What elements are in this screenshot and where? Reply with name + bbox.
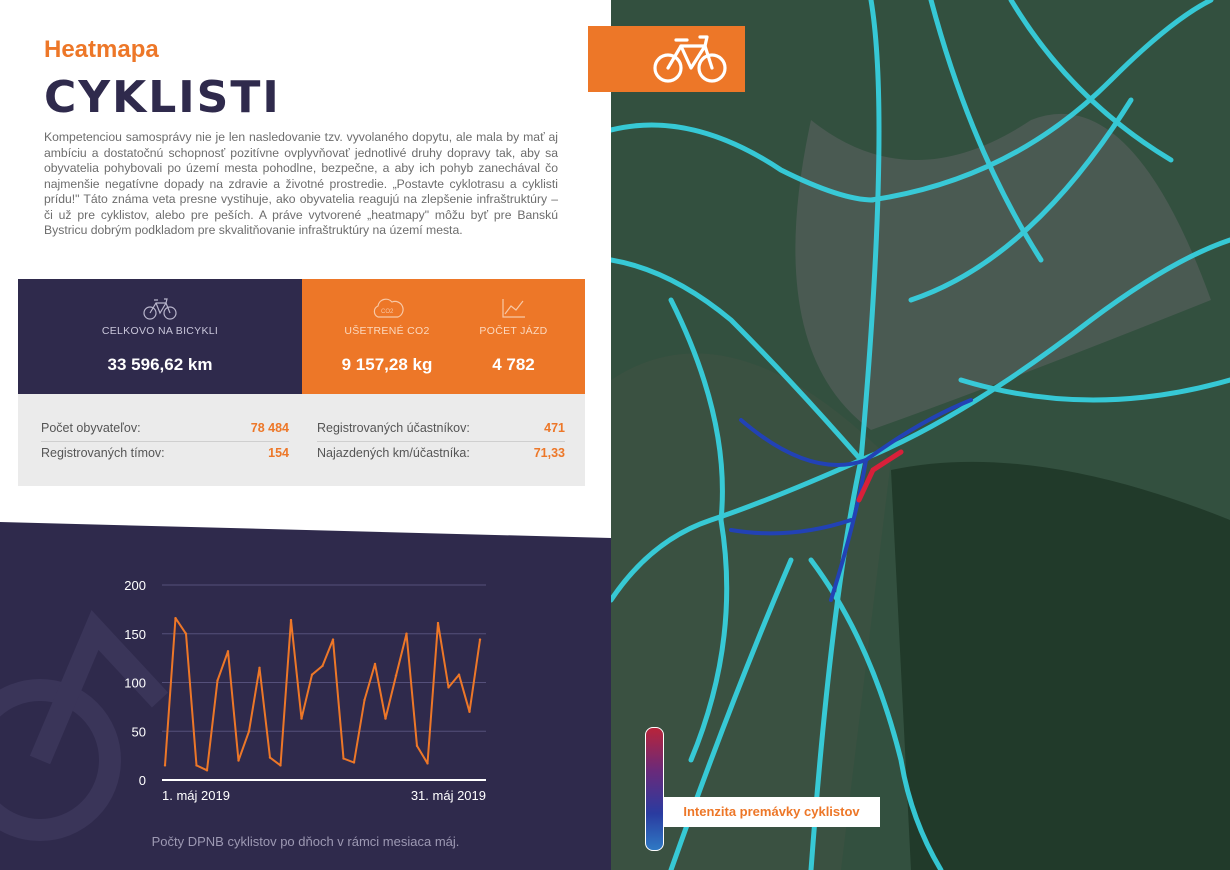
y-tick-label: 100: [124, 676, 146, 691]
stat-trips-label: POČET JÁZD: [479, 325, 548, 337]
svg-text:CO2: CO2: [381, 309, 394, 315]
stat-total-value: 33 596,62 km: [107, 355, 213, 374]
cyclists-line-chart: 200 150 100 50 0 1. máj 2019 31. máj 2019: [124, 578, 486, 803]
table-value: 471: [544, 421, 565, 435]
data-point: [436, 621, 440, 625]
data-point: [310, 673, 314, 676]
stat-trips-value: 4 782: [492, 355, 535, 374]
stats-box: CELKOVO NA BICYKLI 33 596,62 km CO2 UŠET…: [18, 279, 585, 394]
data-point: [468, 710, 471, 713]
data-point: [237, 759, 240, 762]
stat-co2-value: 9 157,28 kg: [341, 355, 433, 374]
data-point: [352, 761, 356, 764]
x-tick-label: 1. máj 2019: [162, 788, 230, 803]
data-point: [415, 744, 419, 748]
data-point: [279, 764, 282, 767]
co2-cloud-icon: CO2: [373, 298, 404, 318]
bicycle-icon: [143, 298, 177, 320]
bicycle-watermark-icon: [0, 610, 169, 841]
data-point: [195, 764, 198, 767]
y-tick-label: 200: [124, 578, 146, 593]
stats-table: Počet obyvateľov: 78 484 Registrovaných …: [18, 394, 585, 486]
stat-total-card: CELKOVO NA BICYKLI 33 596,62 km: [18, 279, 302, 394]
table-key: Najazdených km/účastníka:: [317, 446, 470, 460]
y-tick-label: 0: [139, 773, 146, 788]
table-row: Registrovaných tímov: 154: [41, 442, 289, 466]
y-tick-label: 50: [132, 724, 146, 739]
table-key: Registrovaných tímov:: [41, 446, 165, 460]
data-point: [426, 762, 429, 765]
bicycle-icon: [653, 35, 727, 83]
heatmap-legend-bar: [645, 727, 664, 851]
line-chart-icon: [502, 299, 525, 318]
data-point: [331, 638, 335, 641]
data-point: [373, 662, 377, 666]
data-point: [457, 673, 461, 676]
data-point: [321, 664, 324, 668]
x-tick-label: 31. máj 2019: [411, 788, 486, 803]
chart-panel: 200 150 100 50 0 1. máj 2019 31. máj 2019: [0, 522, 611, 870]
data-point: [478, 638, 482, 641]
table-row: Najazdených km/účastníka: 71,33: [317, 442, 565, 466]
page-title: CYKLISTI: [44, 72, 281, 123]
heatmap-legend-label: Intenzita premávky cyklistov: [663, 797, 880, 827]
table-key: Registrovaných účastníkov:: [317, 421, 470, 435]
chart-panel-background: [0, 522, 611, 870]
y-tick-label: 150: [124, 627, 146, 642]
data-point: [163, 764, 167, 767]
data-point: [405, 632, 408, 635]
heatmap-map: Intenzita premávky cyklistov: [611, 0, 1230, 870]
data-point: [363, 698, 366, 702]
table-value: 154: [268, 446, 289, 460]
table-row: Počet obyvateľov: 78 484: [41, 417, 289, 442]
stat-total-label: CELKOVO NA BICYKLI: [101, 325, 219, 337]
page-subtitle: Heatmapa: [44, 36, 159, 63]
table-row: Registrovaných účastníkov: 471: [317, 417, 565, 442]
heatmap-image: [611, 0, 1230, 870]
info-page: Heatmapa CYKLISTI Kompetenciou samospráv…: [0, 0, 611, 870]
data-point: [247, 730, 251, 733]
data-point: [258, 666, 261, 670]
data-point: [447, 686, 450, 689]
intro-paragraph: Kompetenciou samosprávy nie je len nasle…: [44, 130, 558, 237]
data-point: [205, 769, 209, 772]
table-value: 71,33: [533, 446, 565, 460]
bicycle-badge: [588, 26, 745, 92]
data-point: [226, 650, 230, 653]
chart-caption: Počty DPNB cyklistov po dňoch v rámci me…: [151, 834, 460, 849]
table-value: 78 484: [250, 421, 289, 435]
data-point: [174, 616, 177, 620]
table-key: Počet obyvateľov:: [41, 421, 141, 435]
data-point: [216, 679, 219, 682]
data-point: [342, 757, 345, 760]
stat-co2-label: UŠETRENÉ CO2: [344, 325, 430, 337]
data-point: [289, 618, 293, 622]
data-point: [394, 674, 398, 677]
data-point: [300, 717, 303, 720]
data-point: [384, 717, 387, 720]
data-point: [268, 756, 272, 759]
data-point: [184, 632, 188, 635]
stat-orange-card: CO2 UŠETRENÉ CO2 9 157,28 kg POČET JÁZD …: [302, 279, 585, 394]
